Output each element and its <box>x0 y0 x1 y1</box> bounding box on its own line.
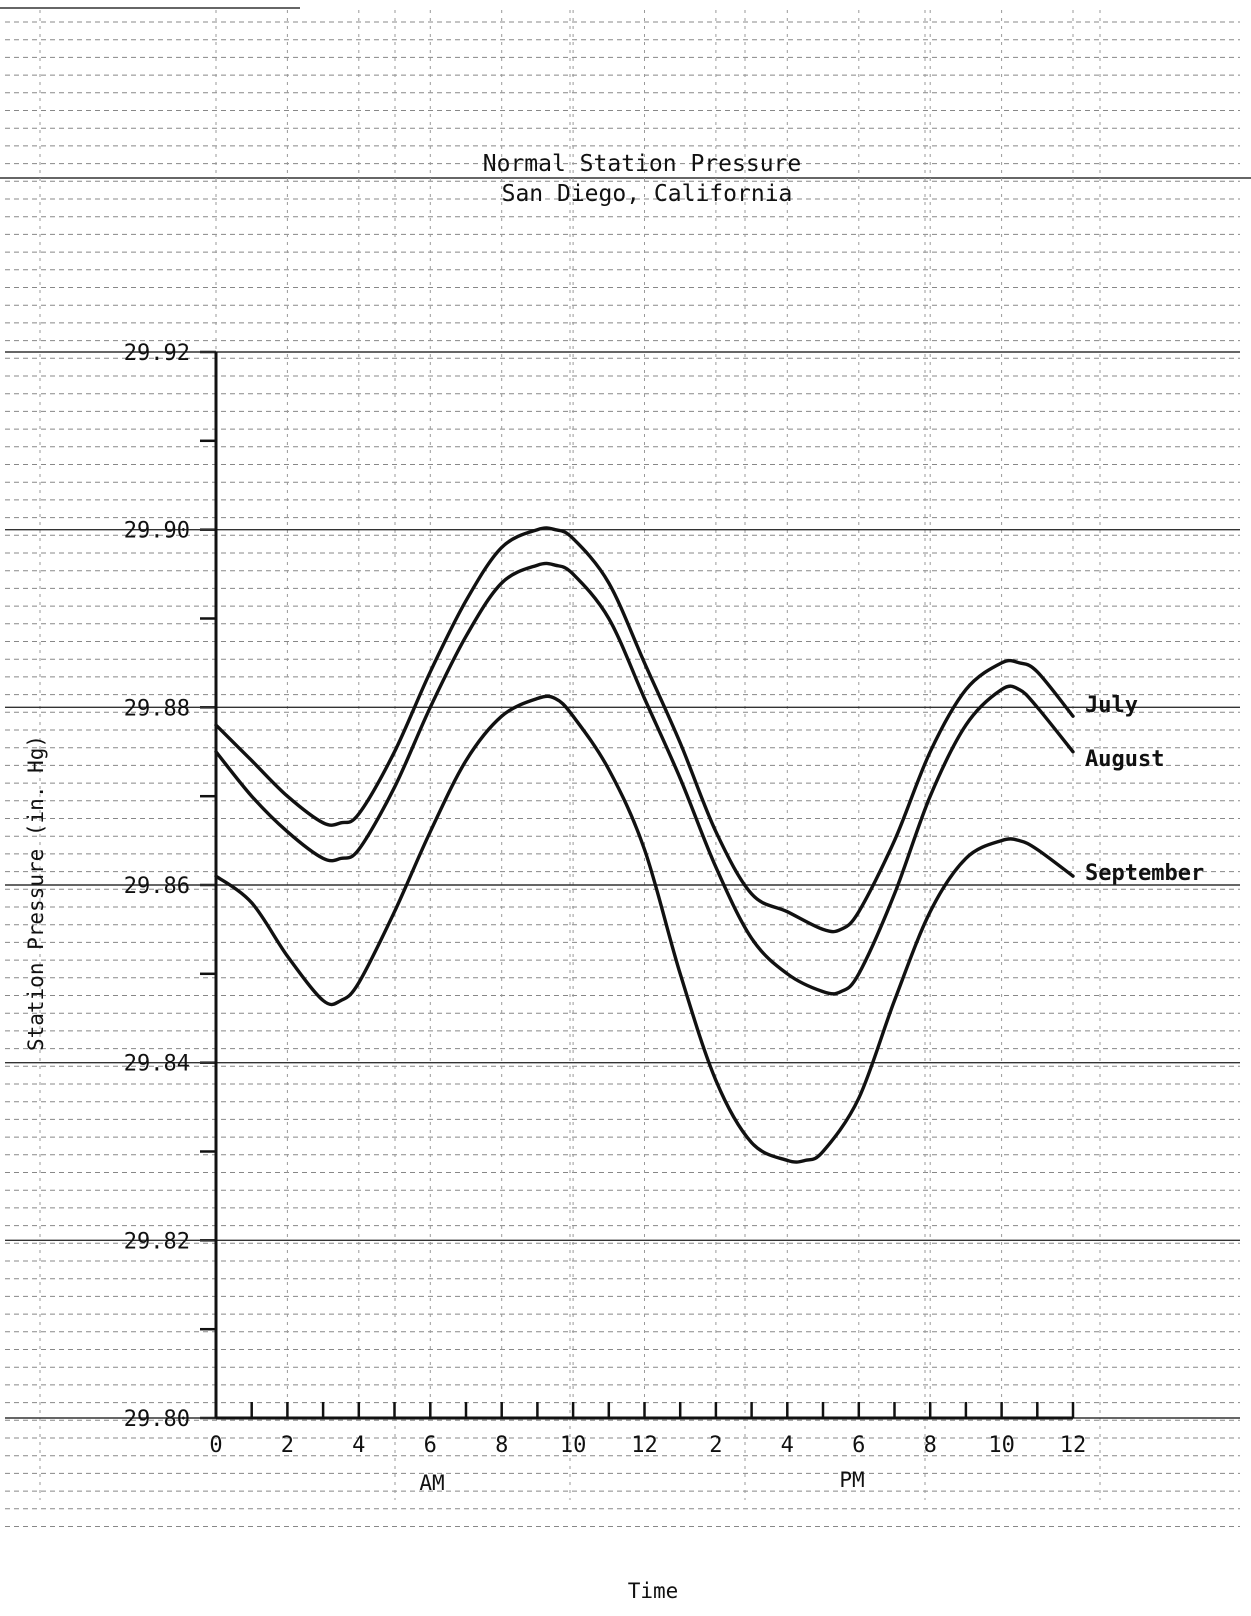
y-axis-title: Station Pressure (in. Hg) <box>24 735 48 1051</box>
series-label-july: July <box>1085 693 1138 718</box>
series-label-september: September <box>1085 861 1204 886</box>
x-tick-label: 4 <box>352 1433 365 1458</box>
y-tick-label: 29.82 <box>124 1229 190 1254</box>
period-label-pm: PM <box>839 1468 864 1492</box>
x-tick-label: 10 <box>988 1433 1015 1458</box>
x-tick-label: 12 <box>1060 1433 1087 1458</box>
x-axis-ticks: 0 2 4 6 8 10 12 2 4 6 8 10 12 <box>209 1402 1086 1458</box>
x-tick-label: 8 <box>495 1433 508 1458</box>
x-tick-label: 4 <box>781 1433 794 1458</box>
chart-subtitle: San Diego, California <box>502 181 793 207</box>
chart-title: Normal Station Pressure <box>483 151 802 177</box>
x-tick-label: 10 <box>560 1433 587 1458</box>
paper-grid <box>0 8 1251 1527</box>
y-axis-ticks: 29.92 29.90 29.88 29.86 29.84 29.82 29.80 <box>5 341 1240 1432</box>
y-tick-label: 29.84 <box>124 1052 190 1077</box>
series-labels: July August September <box>1085 693 1204 886</box>
y-tick-label: 29.88 <box>124 696 190 721</box>
y-tick-label: 29.80 <box>124 1407 190 1432</box>
x-tick-label: 8 <box>924 1433 937 1458</box>
x-tick-label: 2 <box>709 1433 722 1458</box>
series-label-august: August <box>1085 747 1164 772</box>
x-axis-title: Time <box>628 1579 679 1603</box>
y-tick-label: 29.86 <box>124 874 190 899</box>
x-tick-label: 6 <box>852 1433 865 1458</box>
y-tick-label: 29.90 <box>124 519 190 544</box>
x-tick-label: 0 <box>209 1433 222 1458</box>
x-tick-label: 12 <box>631 1433 658 1458</box>
x-tick-label: 2 <box>281 1433 294 1458</box>
x-tick-label: 6 <box>424 1433 437 1458</box>
y-tick-label: 29.92 <box>124 341 190 366</box>
period-label-am: AM <box>419 1471 444 1495</box>
